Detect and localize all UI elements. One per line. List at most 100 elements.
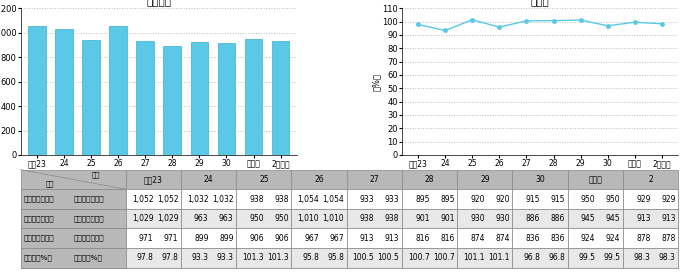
Text: 816: 816 [415, 234, 429, 243]
Bar [55, 29, 73, 155]
Text: 967: 967 [329, 234, 344, 243]
Text: 24: 24 [204, 175, 214, 184]
Bar [164, 46, 181, 155]
Bar [21, 248, 126, 268]
Text: 901: 901 [440, 214, 455, 223]
Bar [236, 209, 292, 229]
Bar [21, 170, 126, 189]
Text: 874: 874 [495, 234, 510, 243]
Text: 101.1: 101.1 [488, 253, 510, 262]
Text: 878: 878 [636, 234, 651, 243]
Text: 906: 906 [274, 234, 289, 243]
Bar [181, 189, 236, 209]
Bar [568, 209, 623, 229]
Bar [347, 189, 402, 209]
Text: 1,054: 1,054 [323, 195, 344, 204]
Bar [402, 248, 457, 268]
Bar [28, 26, 46, 155]
Bar [623, 229, 678, 248]
Bar [457, 229, 512, 248]
Text: 886: 886 [525, 214, 540, 223]
Text: 1,010: 1,010 [323, 214, 344, 223]
Text: 96.8: 96.8 [548, 253, 565, 262]
Bar [512, 229, 568, 248]
Text: 97.8: 97.8 [136, 253, 153, 262]
Bar [512, 229, 568, 248]
Text: 95.8: 95.8 [327, 253, 344, 262]
Bar [181, 170, 236, 189]
Text: 915: 915 [525, 195, 540, 204]
Bar [126, 189, 181, 209]
Text: 899: 899 [194, 234, 209, 243]
Text: 101.3: 101.3 [242, 253, 264, 262]
Text: 1,032: 1,032 [187, 195, 209, 204]
Bar [292, 229, 347, 248]
Bar [347, 229, 402, 248]
Bar [236, 209, 292, 229]
Text: 93.3: 93.3 [216, 253, 234, 262]
Bar [512, 248, 568, 268]
Bar [218, 43, 235, 155]
Bar [512, 209, 568, 229]
Text: 963: 963 [219, 214, 234, 223]
Text: 99.5: 99.5 [603, 253, 621, 262]
Text: 971: 971 [164, 234, 178, 243]
Bar [347, 248, 402, 268]
Bar [181, 248, 236, 268]
Bar [110, 26, 127, 155]
Bar [512, 209, 568, 229]
Bar [126, 248, 181, 268]
Text: 878: 878 [661, 234, 675, 243]
Bar [21, 248, 126, 268]
Bar [568, 209, 623, 229]
Text: 1,010: 1,010 [297, 214, 319, 223]
Text: 1,032: 1,032 [212, 195, 234, 204]
Text: 検挙人員（人）: 検挙人員（人） [24, 235, 55, 242]
Bar [457, 189, 512, 209]
Text: 924: 924 [606, 234, 621, 243]
Bar [272, 41, 289, 155]
Bar [623, 248, 678, 268]
Bar [457, 229, 512, 248]
Bar [82, 40, 100, 155]
Text: 906: 906 [249, 234, 264, 243]
Bar [568, 248, 623, 268]
Text: 25: 25 [259, 175, 269, 184]
Bar [512, 189, 568, 209]
Bar [126, 209, 181, 229]
Bar [402, 189, 457, 209]
Bar [292, 248, 347, 268]
Bar [21, 209, 126, 229]
Bar [181, 229, 236, 248]
Bar [402, 229, 457, 248]
Bar [236, 229, 292, 248]
Text: 検挙率（%）: 検挙率（%） [24, 254, 53, 261]
Text: 93.3: 93.3 [192, 253, 209, 262]
Text: 933: 933 [360, 195, 374, 204]
Text: 913: 913 [636, 214, 651, 223]
Bar [457, 209, 512, 229]
Bar [292, 248, 347, 268]
Text: 検挙人員（人）: 検挙人員（人） [73, 235, 104, 242]
Bar [347, 248, 402, 268]
Text: 29: 29 [480, 175, 490, 184]
Text: 950: 950 [606, 195, 621, 204]
Bar [402, 229, 457, 248]
Text: 816: 816 [440, 234, 455, 243]
Bar [126, 248, 181, 268]
Text: 98.3: 98.3 [659, 253, 675, 262]
Text: 913: 913 [360, 234, 374, 243]
Bar [126, 229, 181, 248]
Text: 971: 971 [139, 234, 153, 243]
Bar [292, 170, 347, 189]
Text: 899: 899 [219, 234, 234, 243]
Text: 924: 924 [581, 234, 595, 243]
Text: 836: 836 [525, 234, 540, 243]
Bar [512, 248, 568, 268]
Bar [236, 248, 292, 268]
Text: 1,052: 1,052 [132, 195, 153, 204]
Bar [292, 209, 347, 229]
Text: 913: 913 [385, 234, 399, 243]
Text: 933: 933 [385, 195, 399, 204]
Bar [181, 248, 236, 268]
